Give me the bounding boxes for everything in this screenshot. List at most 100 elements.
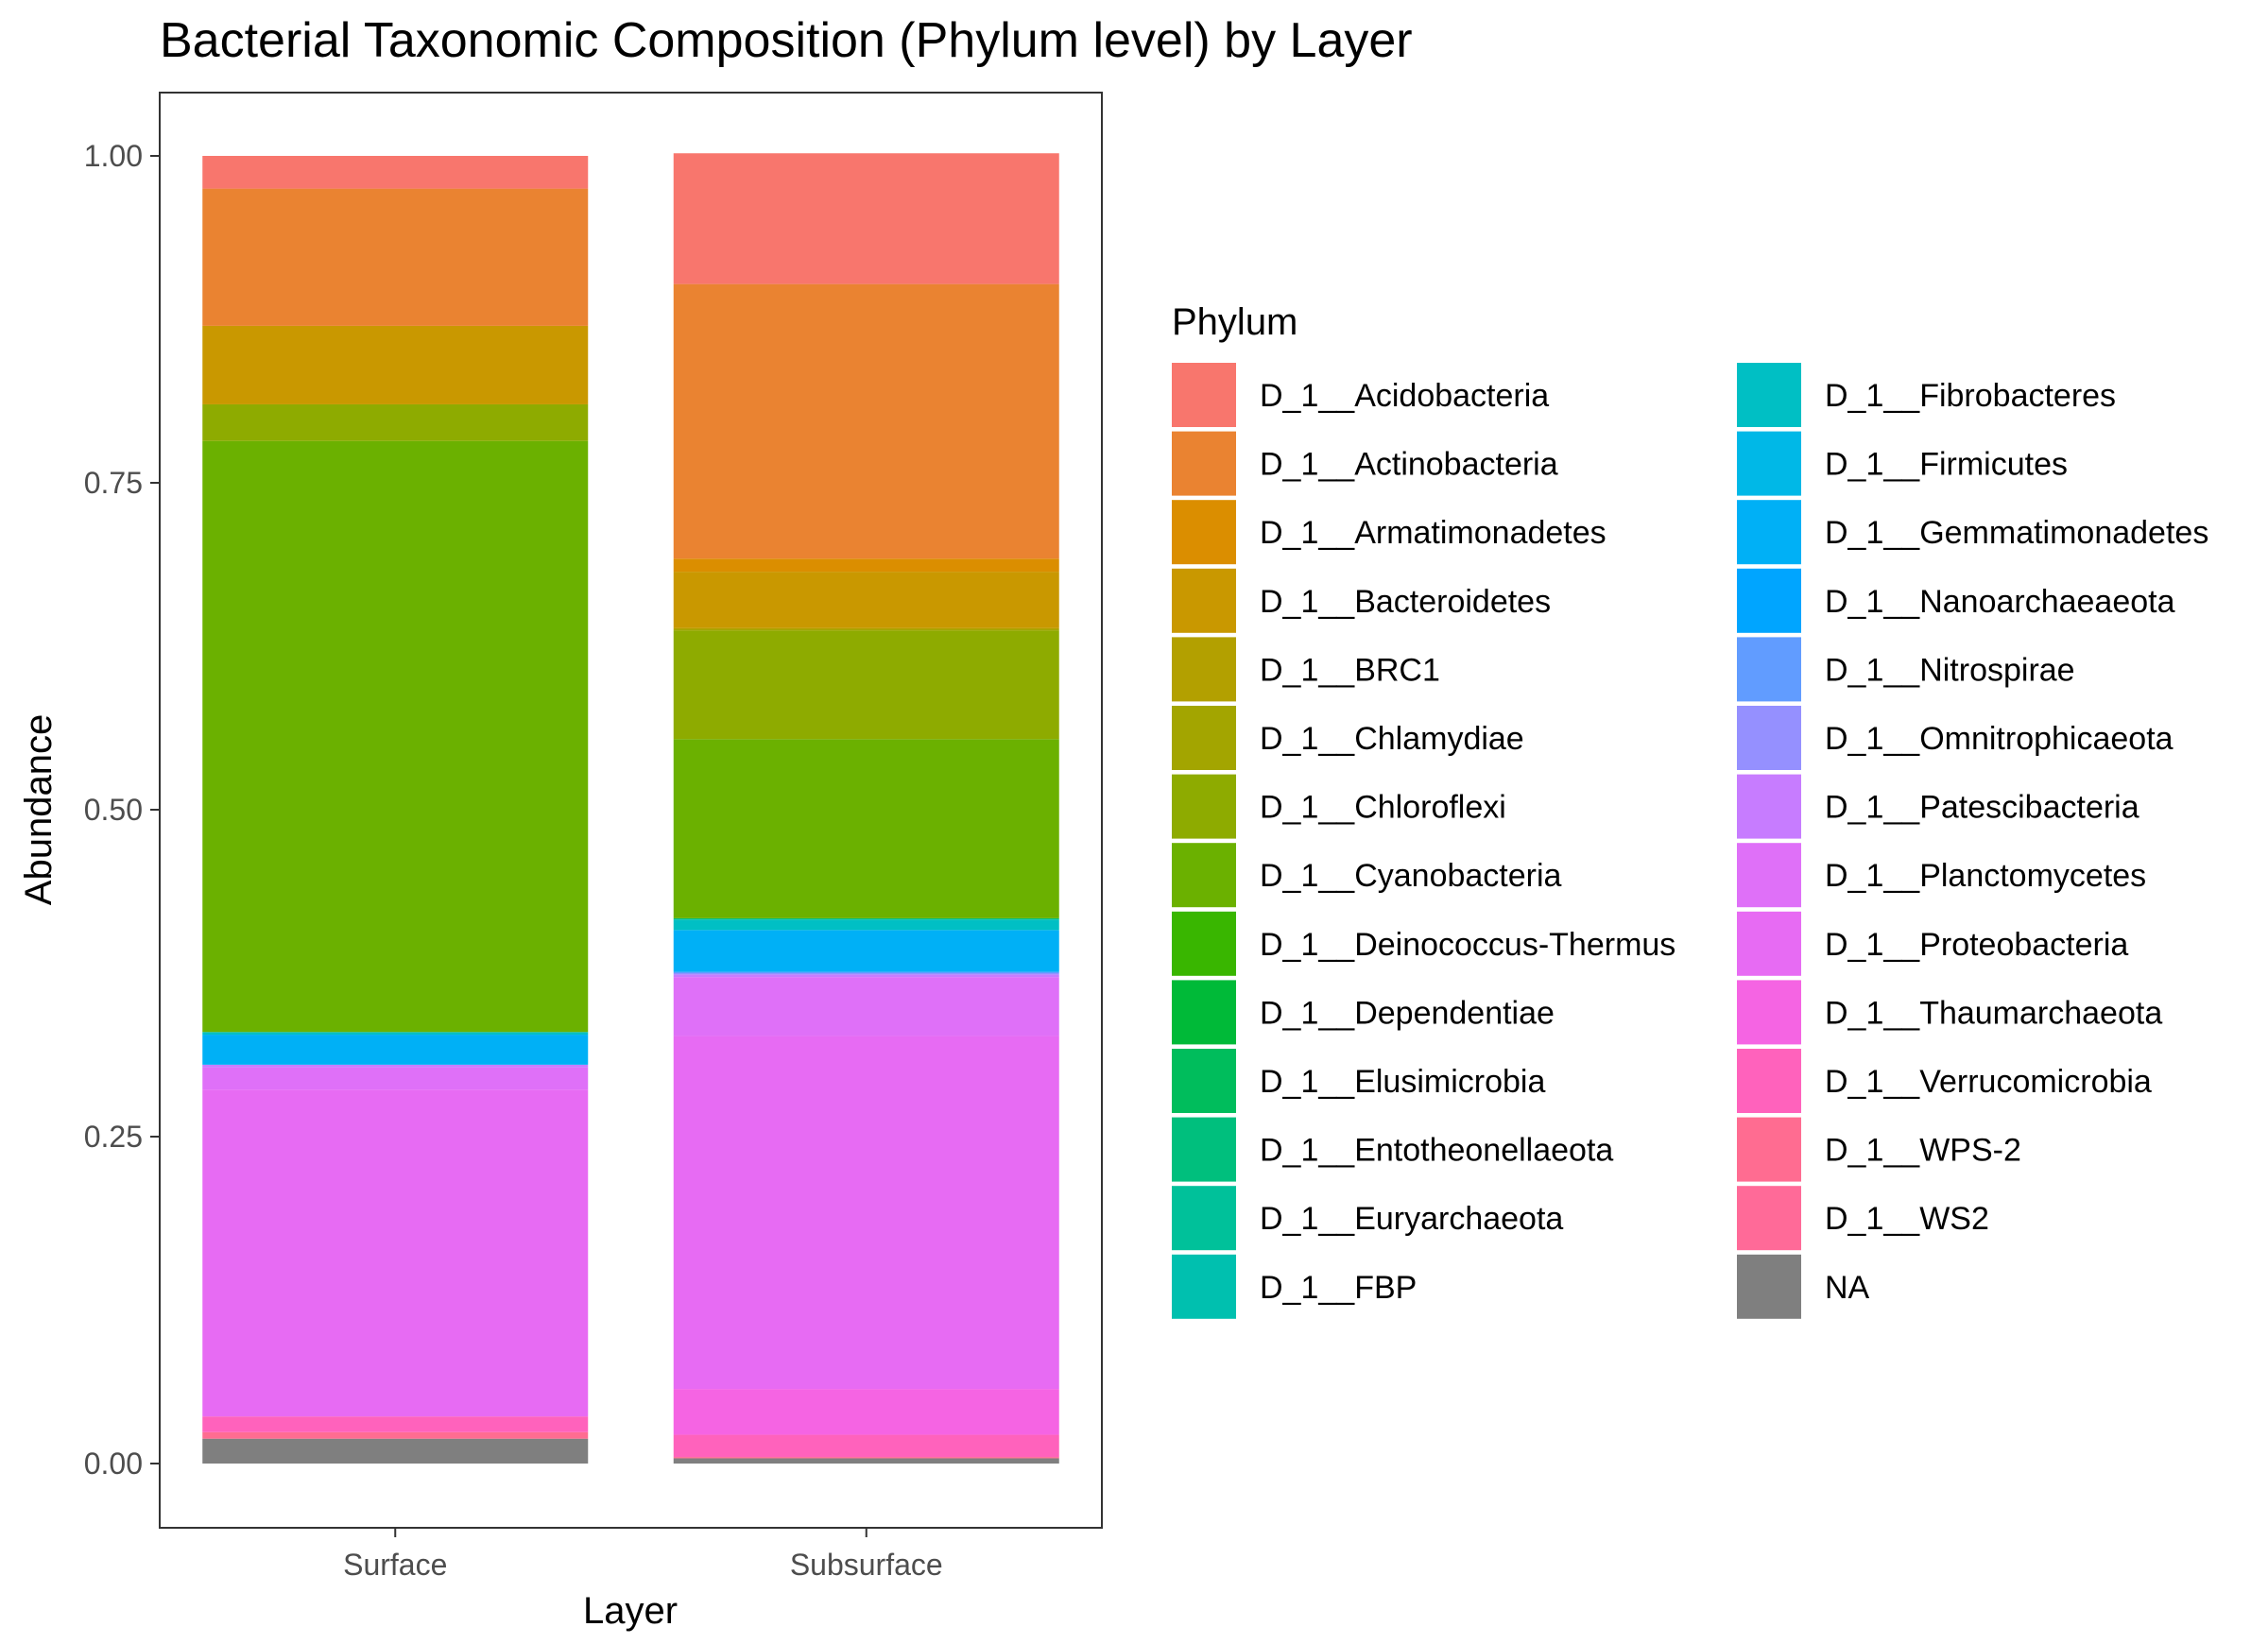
legend-item: D_1__Patescibacteria (1737, 774, 2139, 839)
legend-label: D_1__Chlamydiae (1260, 721, 1524, 757)
bar-segment-surface-d-1-fibrobacteres (202, 1032, 589, 1036)
bar-segment-surface-d-1-patescibacteria (202, 1064, 589, 1068)
legend-item: D_1__Thaumarchaeota (1737, 980, 2162, 1045)
y-tick-label: 0.50 (84, 793, 143, 827)
bar-segment-subsurface-d-1-patescibacteria (673, 974, 1059, 978)
bar-segment-subsurface-d-1-actinobacteria (673, 283, 1059, 559)
legend-swatch (1172, 843, 1236, 908)
legend-item: D_1__Armatimonadetes (1172, 500, 1606, 565)
legend-swatch (1737, 500, 1801, 565)
legend-label: D_1__Deinococcus-Thermus (1260, 927, 1675, 963)
legend-swatch (1172, 980, 1236, 1045)
legend-item: D_1__Verrucomicrobia (1737, 1049, 2152, 1113)
legend-item: D_1__FBP (1172, 1254, 1417, 1319)
bar-segment-subsurface-d-1-chloroflexi (673, 630, 1059, 740)
legend-item: D_1__WS2 (1737, 1186, 1989, 1251)
legend-swatch (1737, 706, 1801, 770)
legend-swatch (1737, 980, 1801, 1045)
legend-label: D_1__Euryarchaeota (1260, 1201, 1563, 1237)
bar-segment-subsurface-d-1-wps-2 (673, 1457, 1059, 1459)
legend-item: D_1__Dependentiae (1172, 980, 1555, 1045)
bar-segment-subsurface-d-1-brc1 (673, 627, 1059, 629)
x-tick-label-subsurface: Subsurface (790, 1548, 943, 1582)
legend: Phylum D_1__Acidobacteria D_1__Actinobact… (1172, 301, 2208, 1319)
legend-swatch (1172, 500, 1236, 565)
legend-swatch (1737, 1117, 1801, 1182)
legend-title: Phylum (1172, 301, 1297, 343)
legend-label: NA (1825, 1270, 1870, 1306)
bar-segment-surface-d-1-planctomycetes (202, 1067, 589, 1090)
chart-title: Bacterial Taxonomic Composition (Phylum … (160, 13, 1413, 68)
bar-segment-surface-d-1-actinobacteria (202, 188, 589, 326)
x-axis: Surface Subsurface (343, 1528, 943, 1582)
x-tick-label-surface: Surface (343, 1548, 447, 1582)
legend-label: D_1__Dependentiae (1260, 995, 1555, 1031)
legend-swatch (1737, 1186, 1801, 1251)
legend-swatch (1172, 363, 1236, 427)
legend-label: D_1__Patescibacteria (1825, 790, 2139, 826)
legend-swatch (1737, 431, 1801, 496)
legend-label: D_1__Omnitrophicaeota (1825, 721, 2174, 757)
legend-label: D_1__Proteobacteria (1825, 927, 2128, 963)
bar-segment-subsurface-d-1-armatimonadetes (673, 558, 1059, 573)
y-tick-label: 0.75 (84, 466, 143, 500)
bar-segment-surface-d-1-bacteroidetes (202, 325, 589, 404)
legend-label: D_1__Actinobacteria (1260, 447, 1558, 483)
bar-segment-subsurface-d-1-planctomycetes (673, 977, 1059, 1036)
bar-segment-subsurface-d-1-fibrobacteres (673, 919, 1059, 931)
legend-label: D_1__Cyanobacteria (1260, 858, 1562, 894)
legend-label: D_1__FBP (1260, 1270, 1417, 1306)
legend-item: D_1__Omnitrophicaeota (1737, 706, 2174, 770)
y-tick-label: 1.00 (84, 139, 143, 173)
legend-swatch (1737, 637, 1801, 702)
bar-segment-surface-d-1-proteobacteria (202, 1089, 589, 1417)
bars-group (202, 153, 1059, 1464)
legend-swatch (1172, 568, 1236, 633)
y-axis-title: Abundance (18, 714, 60, 905)
legend-swatch (1172, 1117, 1236, 1182)
y-tick-label: 0.00 (84, 1447, 143, 1481)
bar-segment-subsurface-d-1-chlamydiae (673, 629, 1059, 631)
bar-segment-subsurface-d-1-entotheonellaeota (673, 917, 1059, 920)
legend-swatch (1172, 1186, 1236, 1251)
legend-label: D_1__Gemmatimonadetes (1825, 515, 2208, 551)
legend-label: D_1__Nitrospirae (1825, 652, 2075, 688)
legend-swatch (1737, 568, 1801, 633)
legend-label: D_1__Nanoarchaeaeota (1825, 584, 2175, 620)
legend-swatch (1172, 431, 1236, 496)
y-tick-label: 0.25 (84, 1120, 143, 1154)
legend-item: D_1__Deinococcus-Thermus (1172, 911, 1675, 976)
legend-swatch (1737, 843, 1801, 908)
bar-segment-subsurface-d-1-acidobacteria (673, 153, 1059, 284)
legend-item: D_1__Firmicutes (1737, 431, 2068, 496)
legend-item: D_1__Elusimicrobia (1172, 1049, 1545, 1113)
bar-segment-subsurface-d-1-bacteroidetes (673, 572, 1059, 628)
legend-item: D_1__WPS-2 (1737, 1117, 2021, 1182)
bar-segment-subsurface-na (673, 1458, 1059, 1464)
legend-swatch (1737, 911, 1801, 976)
legend-item: D_1__Nitrospirae (1737, 637, 2075, 702)
legend-items: D_1__Acidobacteria D_1__Actinobacteria D_1… (1172, 363, 2208, 1319)
legend-item: NA (1737, 1254, 1870, 1319)
bar-segment-surface-d-1-verrucomicrobia (202, 1416, 589, 1432)
legend-label: D_1__WPS-2 (1825, 1133, 2021, 1169)
legend-item: D_1__Nanoarchaeaeota (1737, 568, 2175, 633)
legend-label: D_1__Armatimonadetes (1260, 515, 1606, 551)
legend-swatch (1172, 706, 1236, 770)
bar-segment-surface-d-1-gemmatimonadetes (202, 1035, 589, 1065)
legend-label: D_1__Verrucomicrobia (1825, 1064, 2152, 1100)
legend-label: D_1__Thaumarchaeota (1825, 995, 2162, 1031)
legend-label: D_1__BRC1 (1260, 652, 1440, 688)
legend-swatch (1737, 1254, 1801, 1319)
bar-segment-surface-d-1-chloroflexi (202, 403, 589, 441)
legend-label: D_1__Acidobacteria (1260, 378, 1549, 414)
legend-label: D_1__WS2 (1825, 1201, 1989, 1237)
legend-label: D_1__Entotheonellaeota (1260, 1133, 1613, 1169)
legend-item: D_1__Entotheonellaeota (1172, 1117, 1613, 1182)
legend-item: D_1__Euryarchaeota (1172, 1186, 1563, 1251)
legend-label: D_1__Planctomycetes (1825, 858, 2146, 894)
legend-swatch (1172, 774, 1236, 839)
bar-segment-subsurface-d-1-thaumarchaeota (673, 1389, 1059, 1435)
legend-item: D_1__Bacteroidetes (1172, 568, 1551, 633)
